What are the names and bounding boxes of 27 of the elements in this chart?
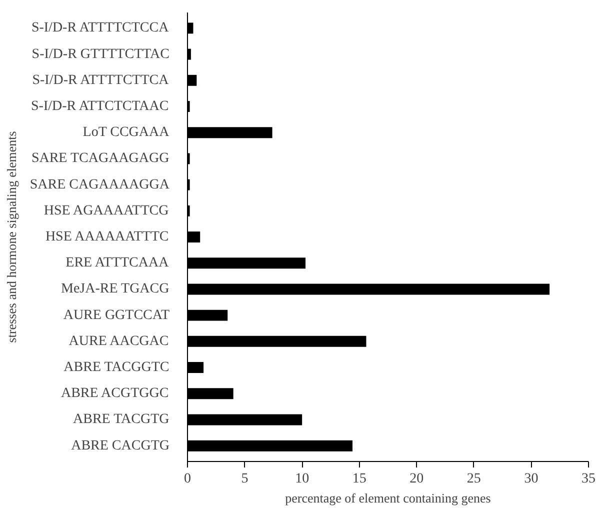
y-tick-label: HSE AGAAAATTCG bbox=[44, 203, 169, 218]
y-tick-label: S-I/D-R GTTTTCTTAC bbox=[32, 46, 170, 62]
y-tick-label: S-I/D-R ATTTTCTCCA bbox=[31, 20, 170, 36]
y-tick-label: SARE CAGAAAAGGA bbox=[30, 177, 170, 192]
y-tick-label: ERE ATTTCAAA bbox=[66, 256, 170, 271]
x-tick-label: 30 bbox=[524, 472, 538, 486]
y-tick-label: ABRE TACGGTC bbox=[64, 360, 170, 376]
x-tick-label: 10 bbox=[295, 472, 310, 486]
x-tick-label: 20 bbox=[410, 472, 424, 486]
y-tick-label: ABRE TACGTG bbox=[73, 412, 170, 428]
x-tick-label: 5 bbox=[241, 472, 248, 486]
y-tick-label: HSE AAAAAATTTC bbox=[45, 230, 169, 244]
x-tick-label: 15 bbox=[352, 472, 366, 486]
y-tick-label: MeJA-RE TGACG bbox=[61, 282, 170, 297]
y-tick-label: ABRE ACGTGGC bbox=[60, 386, 169, 402]
x-tick-label: 0 bbox=[184, 472, 191, 486]
y-tick-label: ABRE CACGTG bbox=[71, 438, 170, 454]
x-tick-label: 35 bbox=[582, 472, 596, 486]
y-tick-label: SARE TCAGAAGAGG bbox=[31, 151, 170, 166]
y-tick-label: S-I/D-R ATTTTCTTCA bbox=[32, 72, 170, 88]
y-tick-label: AURE GGTCCAT bbox=[63, 308, 170, 323]
y-tick-label: S-I/D-R ATTCTCTAAC bbox=[31, 98, 169, 114]
y-tick-label: LoT CCGAAA bbox=[82, 125, 170, 140]
y-axis-title: stresses and hormone signaling elements bbox=[4, 131, 19, 343]
x-axis-title: percentage of element containing genes bbox=[285, 490, 491, 506]
x-tick-label: 25 bbox=[466, 472, 481, 486]
y-tick-label: AURE AACGAC bbox=[68, 334, 169, 349]
